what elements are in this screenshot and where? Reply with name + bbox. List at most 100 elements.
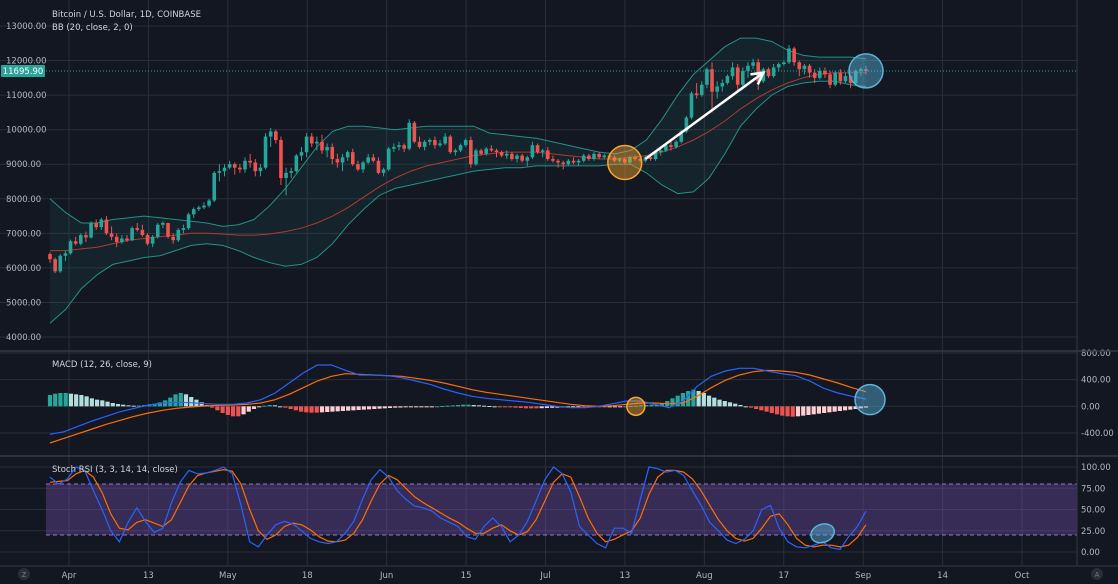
candle[interactable] xyxy=(345,150,350,161)
symbol-legend[interactable]: Bitcoin / U.S. Dollar, 1D, COINBASE xyxy=(52,10,201,20)
candle[interactable] xyxy=(381,167,386,177)
candle[interactable] xyxy=(330,143,335,165)
candle[interactable] xyxy=(84,231,88,242)
candle[interactable] xyxy=(587,153,591,161)
candle[interactable] xyxy=(689,91,694,120)
candle[interactable] xyxy=(427,138,432,146)
candle[interactable] xyxy=(581,153,586,163)
candle[interactable] xyxy=(782,60,786,66)
candle[interactable] xyxy=(766,67,771,78)
candle[interactable] xyxy=(248,153,252,168)
candle[interactable] xyxy=(181,224,186,234)
candle[interactable] xyxy=(638,157,642,163)
stoch-rsi-pane[interactable] xyxy=(46,466,1077,551)
candle[interactable] xyxy=(274,129,278,144)
candle[interactable] xyxy=(299,146,304,161)
candle[interactable] xyxy=(787,45,791,65)
candle[interactable] xyxy=(602,153,607,160)
candle[interactable] xyxy=(540,148,545,158)
candle[interactable] xyxy=(556,159,560,168)
candle[interactable] xyxy=(469,136,473,168)
candle[interactable] xyxy=(304,133,309,158)
candle[interactable] xyxy=(725,74,730,85)
candle[interactable] xyxy=(104,216,109,236)
candle[interactable] xyxy=(674,140,678,149)
candle[interactable] xyxy=(818,67,822,80)
candle[interactable] xyxy=(566,159,571,166)
candle[interactable] xyxy=(125,235,129,242)
candle[interactable] xyxy=(504,150,509,160)
candle[interactable] xyxy=(114,233,119,248)
candle[interactable] xyxy=(622,157,627,165)
candle[interactable] xyxy=(166,222,170,239)
candle[interactable] xyxy=(746,62,750,78)
candle[interactable] xyxy=(366,153,370,165)
candle[interactable] xyxy=(699,81,704,97)
candle[interactable] xyxy=(853,69,858,85)
candle[interactable] xyxy=(371,153,376,163)
candle[interactable] xyxy=(433,136,437,149)
candle[interactable] xyxy=(802,64,807,75)
candle[interactable] xyxy=(53,257,57,274)
candle[interactable] xyxy=(232,162,237,175)
candle[interactable] xyxy=(197,205,201,211)
candle[interactable] xyxy=(191,207,196,218)
candle[interactable] xyxy=(443,133,447,146)
candle[interactable] xyxy=(525,155,530,166)
candle[interactable] xyxy=(669,141,673,151)
candle[interactable] xyxy=(392,143,396,153)
candle[interactable] xyxy=(859,67,863,77)
candlestick-series[interactable] xyxy=(46,45,1077,274)
candle[interactable] xyxy=(438,140,442,147)
candle[interactable] xyxy=(561,160,566,170)
candle[interactable] xyxy=(120,235,124,244)
candle[interactable] xyxy=(350,148,355,166)
candle[interactable] xyxy=(417,136,422,149)
candle[interactable] xyxy=(99,217,104,230)
candle[interactable] xyxy=(145,233,150,246)
candle[interactable] xyxy=(735,64,740,90)
candle[interactable] xyxy=(155,222,160,239)
candle[interactable] xyxy=(386,146,391,172)
candle[interactable] xyxy=(222,164,227,177)
candle[interactable] xyxy=(484,146,489,156)
candle[interactable] xyxy=(340,153,345,172)
candle[interactable] xyxy=(828,70,832,89)
candle[interactable] xyxy=(402,143,406,153)
candle[interactable] xyxy=(150,235,155,248)
candle[interactable] xyxy=(458,143,463,153)
candle[interactable] xyxy=(130,226,134,241)
candle[interactable] xyxy=(807,64,812,78)
candle[interactable] xyxy=(499,150,504,158)
candle[interactable] xyxy=(864,65,868,75)
candle[interactable] xyxy=(751,58,755,70)
candle[interactable] xyxy=(628,155,632,165)
candle[interactable] xyxy=(843,72,848,84)
macd-legend[interactable]: MACD (12, 26, close, 9) xyxy=(52,360,152,370)
auto-scale-icon[interactable]: A xyxy=(1091,568,1103,580)
candle[interactable] xyxy=(463,138,468,147)
candle[interactable] xyxy=(140,224,145,237)
candle[interactable] xyxy=(694,83,699,99)
candle[interactable] xyxy=(730,62,735,80)
candle[interactable] xyxy=(212,171,217,203)
candle[interactable] xyxy=(325,143,329,158)
candle[interactable] xyxy=(315,136,319,151)
candle[interactable] xyxy=(776,62,781,71)
candle[interactable] xyxy=(73,236,78,246)
candle[interactable] xyxy=(494,148,499,158)
candle[interactable] xyxy=(361,160,365,173)
candle[interactable] xyxy=(356,160,360,172)
candle[interactable] xyxy=(48,252,52,263)
candle[interactable] xyxy=(612,155,617,163)
candle[interactable] xyxy=(78,233,83,246)
candle[interactable] xyxy=(294,153,299,173)
candle[interactable] xyxy=(202,202,206,210)
candle[interactable] xyxy=(109,226,114,241)
candle[interactable] xyxy=(551,155,555,163)
candle[interactable] xyxy=(253,159,258,177)
candle[interactable] xyxy=(515,153,519,163)
candle[interactable] xyxy=(258,164,263,177)
candle[interactable] xyxy=(535,143,540,154)
